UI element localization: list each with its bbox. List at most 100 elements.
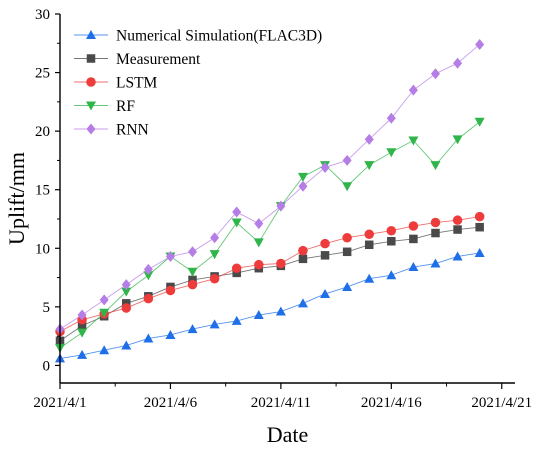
data-point bbox=[342, 154, 352, 166]
data-point bbox=[342, 232, 352, 243]
y-tick-label: 15 bbox=[35, 183, 50, 199]
data-point bbox=[453, 57, 463, 69]
data-point bbox=[342, 247, 352, 257]
data-point bbox=[187, 267, 198, 277]
series-line bbox=[59, 252, 480, 359]
legend-marker bbox=[86, 77, 96, 87]
y-tick-label: 20 bbox=[35, 124, 50, 140]
data-point bbox=[254, 218, 264, 230]
legend-item: Numerical Simulation(FLAC3D) bbox=[74, 28, 322, 45]
data-point bbox=[143, 333, 154, 343]
series-rf bbox=[55, 117, 485, 353]
data-point bbox=[77, 349, 88, 359]
data-point bbox=[386, 225, 397, 236]
data-point bbox=[364, 273, 375, 283]
data-point bbox=[187, 279, 198, 290]
data-point bbox=[298, 180, 308, 192]
legend-marker bbox=[86, 123, 96, 135]
data-point bbox=[143, 293, 154, 304]
data-point bbox=[430, 217, 441, 228]
y-tick-label: 25 bbox=[35, 66, 50, 82]
data-point bbox=[188, 246, 198, 258]
data-point bbox=[409, 234, 418, 244]
data-point bbox=[320, 288, 331, 298]
legend-item: RF bbox=[74, 98, 135, 115]
series-lstm bbox=[55, 211, 485, 337]
data-point bbox=[386, 270, 397, 280]
data-point bbox=[452, 135, 463, 145]
data-point bbox=[77, 309, 87, 321]
legend-item: LSTM bbox=[74, 75, 158, 92]
data-point bbox=[232, 206, 242, 218]
legend-item: Measurement bbox=[74, 51, 201, 68]
data-point bbox=[408, 136, 419, 146]
data-point bbox=[408, 221, 419, 231]
data-point bbox=[298, 254, 308, 264]
data-point bbox=[231, 315, 242, 325]
data-point bbox=[386, 148, 397, 158]
data-point bbox=[408, 262, 419, 272]
data-point bbox=[364, 240, 374, 250]
data-point bbox=[474, 211, 485, 222]
data-point bbox=[453, 225, 462, 234]
data-point bbox=[430, 161, 441, 171]
data-point bbox=[386, 112, 396, 124]
data-point bbox=[342, 281, 353, 291]
data-point bbox=[387, 237, 396, 246]
data-point bbox=[297, 172, 308, 182]
y-tick-label: 10 bbox=[35, 241, 50, 257]
x-tick-label: 2021/4/21 bbox=[471, 395, 532, 411]
data-point bbox=[121, 340, 132, 350]
series-numerical-simulation-flac3d bbox=[55, 247, 485, 363]
data-point bbox=[475, 222, 484, 232]
data-point bbox=[165, 285, 176, 296]
y-tick-label: 0 bbox=[43, 358, 51, 374]
series-rnn bbox=[55, 38, 485, 335]
data-point bbox=[165, 329, 176, 339]
plot-layer bbox=[55, 38, 485, 363]
x-tick-label: 2021/4/11 bbox=[251, 395, 311, 411]
data-point bbox=[474, 117, 485, 127]
legend-label: Numerical Simulation(FLAC3D) bbox=[116, 28, 322, 45]
legend-label: LSTM bbox=[116, 75, 158, 92]
legend-label: Measurement bbox=[116, 51, 201, 68]
data-point bbox=[364, 133, 374, 145]
data-point bbox=[210, 232, 220, 244]
data-point bbox=[276, 200, 286, 212]
legend-label: RF bbox=[116, 98, 135, 115]
data-point bbox=[209, 273, 220, 284]
x-tick-label: 2021/4/16 bbox=[361, 395, 422, 411]
y-tick-label: 30 bbox=[35, 7, 50, 23]
data-point bbox=[77, 328, 88, 338]
legend-marker bbox=[86, 30, 96, 39]
data-point bbox=[452, 251, 463, 261]
data-point bbox=[452, 215, 463, 225]
data-point bbox=[231, 218, 242, 228]
data-point bbox=[143, 263, 153, 275]
legend-item: RNN bbox=[74, 122, 149, 139]
data-point bbox=[187, 324, 198, 334]
data-point bbox=[99, 308, 110, 318]
series-line bbox=[59, 44, 480, 330]
data-point bbox=[121, 303, 132, 313]
data-point bbox=[474, 247, 485, 257]
data-point bbox=[298, 245, 308, 256]
data-point bbox=[320, 251, 330, 260]
legend-marker bbox=[86, 54, 96, 63]
series-measurement bbox=[55, 222, 484, 346]
legend-label: RNN bbox=[116, 122, 149, 139]
data-point bbox=[209, 319, 220, 329]
data-point bbox=[431, 228, 440, 238]
data-point bbox=[297, 298, 308, 308]
data-point bbox=[275, 306, 286, 316]
data-point bbox=[475, 38, 485, 50]
axes-layer: 0 5 10 15 20 25 30 2021/4/1 2021/4/6 2021/4/11 202… bbox=[33, 7, 532, 411]
data-point bbox=[276, 258, 286, 269]
data-point bbox=[254, 259, 264, 270]
data-point bbox=[364, 229, 374, 239]
data-point bbox=[143, 271, 154, 281]
data-point bbox=[77, 321, 87, 330]
data-point bbox=[99, 294, 109, 306]
